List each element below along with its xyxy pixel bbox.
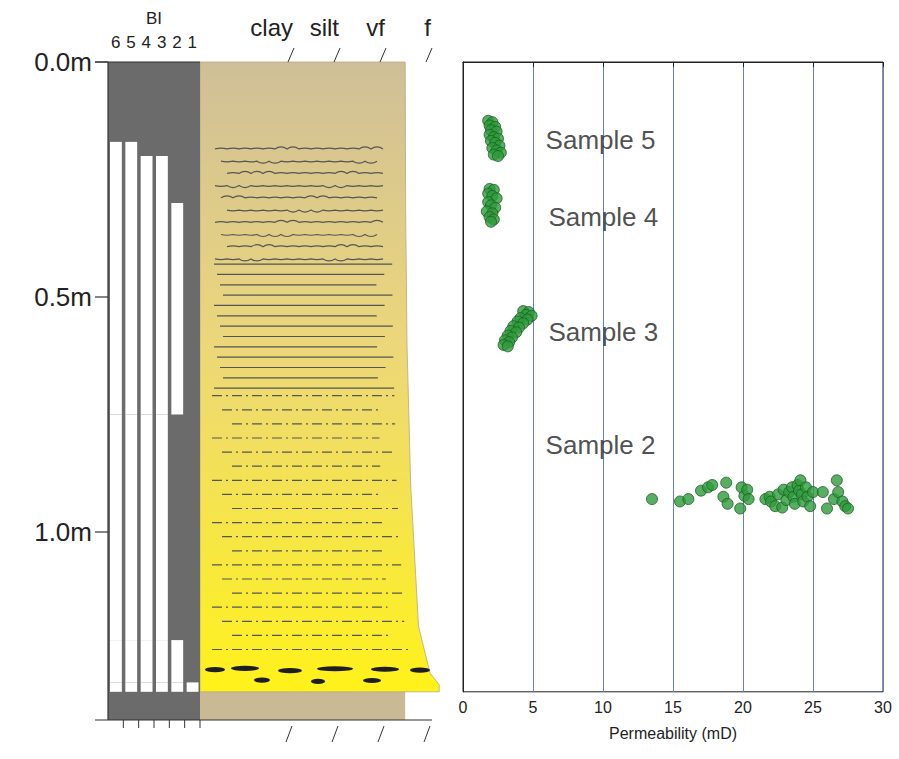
svg-text:25: 25: [804, 699, 822, 716]
svg-text:Sample 5: Sample 5: [546, 125, 656, 155]
svg-text:Permeability (mD): Permeability (mD): [609, 725, 737, 742]
svg-text:1: 1: [188, 33, 197, 52]
svg-text:clay: clay: [250, 14, 293, 41]
svg-text:6: 6: [111, 33, 120, 52]
svg-text:20: 20: [734, 699, 752, 716]
svg-text:0: 0: [459, 699, 468, 716]
svg-text:30: 30: [874, 699, 892, 716]
svg-text:1.0m: 1.0m: [34, 517, 92, 547]
svg-text:5: 5: [126, 33, 135, 52]
svg-text:4: 4: [142, 33, 151, 52]
svg-text:0.5m: 0.5m: [34, 282, 92, 312]
svg-text:Sample 2: Sample 2: [546, 430, 656, 460]
svg-text:5: 5: [529, 699, 538, 716]
svg-text:3: 3: [157, 33, 166, 52]
svg-text:silt: silt: [310, 14, 340, 41]
svg-text:Sample 3: Sample 3: [548, 317, 658, 347]
svg-text:Sample 4: Sample 4: [548, 202, 658, 232]
svg-text:vf: vf: [366, 14, 385, 41]
svg-text:0.0m: 0.0m: [34, 47, 92, 77]
svg-text:2: 2: [172, 33, 181, 52]
svg-text:BI: BI: [146, 9, 162, 28]
svg-text:f: f: [424, 14, 431, 41]
svg-text:10: 10: [594, 699, 612, 716]
svg-text:15: 15: [664, 699, 682, 716]
